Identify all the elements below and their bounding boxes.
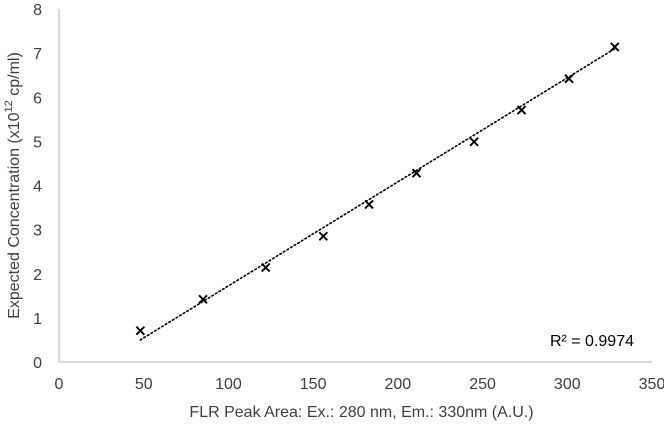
x-tick-label: 50 [135, 376, 153, 393]
x-axis-title: FLR Peak Area: Ex.: 280 nm, Em.: 330nm (… [189, 404, 533, 421]
data-point [469, 137, 479, 147]
x-tick-label: 200 [385, 376, 412, 393]
y-tick-label: 3 [33, 223, 42, 240]
data-point [135, 325, 145, 336]
axes [58, 9, 652, 363]
x-tick-label: 0 [55, 376, 64, 393]
trendline-layer [139, 47, 616, 341]
y-tick-label: 1 [33, 311, 42, 328]
r-squared-annotation: R² = 0.9974 [550, 333, 634, 350]
x-tick-label: 350 [639, 376, 664, 393]
data-point [610, 42, 620, 52]
data-point [318, 231, 328, 241]
data-point [364, 199, 374, 210]
x-tick-label: 250 [469, 376, 496, 393]
y-tick-label: 6 [33, 90, 42, 107]
y-axis-title: Expected Concentration (x1012 cp/ml) [3, 52, 23, 319]
y-tick-labels: 0 1 2 3 4 5 6 7 8 [33, 2, 42, 372]
data-points [135, 42, 620, 336]
trendline [139, 47, 616, 341]
y-axis-title-superscript: 12 [3, 100, 15, 112]
x-tick-label: 100 [215, 376, 242, 393]
x-tick-label: 300 [554, 376, 581, 393]
y-axis-title-suffix: cp/ml) [6, 52, 23, 100]
y-tick-label: 8 [33, 2, 42, 19]
y-tick-label: 4 [33, 179, 42, 196]
data-point [564, 74, 574, 84]
data-point [261, 262, 271, 273]
data-point [411, 168, 422, 178]
y-axis-title-prefix: Expected Concentration (x10 [6, 112, 23, 318]
x-tick-label: 150 [300, 376, 327, 393]
data-point [516, 105, 527, 115]
y-tick-label: 2 [33, 267, 42, 284]
y-tick-label: 7 [33, 46, 42, 63]
y-tick-label: 0 [33, 355, 42, 372]
x-tick-labels: 0 50 100 150 200 250 300 350 [55, 376, 664, 393]
data-point [198, 294, 208, 305]
y-tick-label: 5 [33, 134, 42, 151]
